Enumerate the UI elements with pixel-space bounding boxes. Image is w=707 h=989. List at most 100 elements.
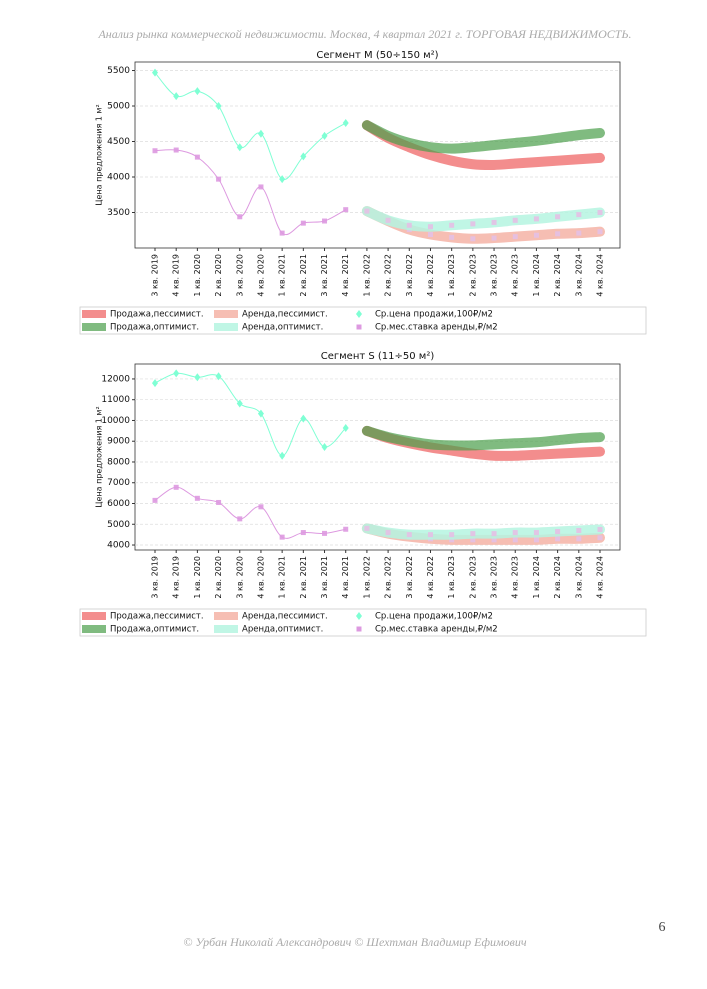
- x-tick-label: 1 кв. 2023: [447, 254, 456, 297]
- chart-title: Сегмент S (11÷50 м²): [321, 351, 435, 362]
- y-tick-label: 9000: [107, 437, 130, 447]
- legend-label: Аренда,пессимист.: [242, 310, 328, 320]
- legend-label: Ср.мес.ставка аренды,₽/м2: [375, 625, 498, 635]
- x-tick-label: 4 кв. 2020: [256, 556, 265, 599]
- legend-label: Продажа,оптимист.: [110, 625, 199, 635]
- marker: [342, 119, 349, 128]
- legend-box: [79, 608, 647, 637]
- marker: [258, 184, 264, 190]
- x-tick-label: 4 кв. 2019: [172, 254, 181, 297]
- legend-box: [79, 306, 647, 335]
- legend-swatch: [82, 310, 106, 318]
- marker: [470, 531, 476, 537]
- x-tick-label: 4 кв. 2021: [341, 556, 350, 599]
- y-tick-label: 12000: [101, 374, 130, 384]
- x-tick-label: 4 кв. 2022: [426, 556, 435, 599]
- marker: [236, 399, 243, 408]
- marker: [597, 535, 603, 541]
- x-tick-label: 2 кв. 2021: [299, 254, 308, 297]
- marker: [279, 175, 286, 184]
- y-tick-label: 4000: [107, 541, 130, 551]
- x-tick-label: 4 кв. 2024: [596, 556, 605, 599]
- marker: [322, 218, 328, 224]
- series-line: [361, 523, 605, 540]
- marker: [491, 235, 497, 241]
- legend-swatch: [356, 310, 362, 318]
- x-tick-label: 3 кв. 2024: [574, 556, 583, 599]
- legend-swatch: [82, 323, 106, 331]
- marker: [173, 147, 179, 153]
- legend-label: Продажа,пессимист.: [110, 612, 204, 622]
- y-tick-label: 5500: [107, 66, 130, 76]
- marker: [576, 527, 582, 533]
- marker: [322, 530, 328, 536]
- marker: [152, 148, 158, 154]
- marker: [449, 537, 455, 543]
- x-tick-label: 3 кв. 2019: [151, 254, 160, 297]
- marker: [343, 526, 349, 532]
- marker: [576, 230, 582, 236]
- marker: [533, 530, 539, 536]
- x-tick-label: 1 кв. 2021: [278, 254, 287, 297]
- marker: [576, 212, 582, 218]
- marker: [555, 231, 561, 237]
- legend-swatch: [356, 324, 362, 330]
- y-tick-label: 8000: [107, 457, 130, 467]
- x-tick-label: 3 кв. 2021: [320, 254, 329, 297]
- marker: [491, 531, 497, 537]
- y-axis-label: Цена предложения 1 м²: [95, 104, 104, 205]
- legend-swatch: [356, 626, 362, 632]
- x-tick-label: 3 кв. 2019: [151, 556, 160, 599]
- marker: [427, 532, 433, 538]
- y-tick-label: 4000: [107, 173, 130, 183]
- legend-swatch: [214, 323, 238, 331]
- marker: [512, 217, 518, 223]
- marker: [555, 529, 561, 535]
- y-tick-label: 5000: [107, 102, 130, 112]
- marker: [237, 516, 243, 522]
- marker: [406, 222, 412, 228]
- legend-label: Аренда,оптимист.: [242, 323, 323, 333]
- marker: [152, 497, 158, 503]
- marker: [555, 214, 561, 220]
- marker: [300, 530, 306, 536]
- x-tick-label: 4 кв. 2024: [596, 254, 605, 297]
- x-tick-label: 4 кв. 2022: [426, 254, 435, 297]
- marker: [343, 207, 349, 213]
- y-axis-label: Цена предложения 1 м²: [95, 406, 104, 507]
- marker: [152, 379, 158, 388]
- marker: [173, 369, 180, 378]
- y-tick-label: 11000: [101, 395, 130, 405]
- series-line: [361, 120, 605, 154]
- marker: [236, 143, 243, 152]
- legend-swatch: [82, 625, 106, 633]
- x-tick-label: 2 кв. 2024: [553, 556, 562, 599]
- x-tick-label: 1 кв. 2024: [532, 556, 541, 599]
- x-tick-label: 2 кв. 2021: [299, 556, 308, 599]
- marker: [427, 232, 433, 238]
- marker: [533, 232, 539, 238]
- series-line: [361, 425, 605, 451]
- marker: [555, 536, 561, 542]
- legend-label: Ср.цена продажи,100₽/м2: [375, 310, 493, 320]
- legend-label: Продажа,оптимист.: [110, 323, 199, 333]
- marker: [597, 210, 603, 216]
- legend-swatch: [214, 625, 238, 633]
- marker: [449, 222, 455, 228]
- y-tick-label: 10000: [101, 416, 130, 426]
- series-line: [154, 486, 347, 539]
- x-tick-label: 2 кв. 2020: [214, 254, 223, 297]
- marker: [406, 532, 412, 538]
- x-tick-label: 3 кв. 2022: [405, 556, 414, 599]
- x-tick-label: 4 кв. 2020: [256, 254, 265, 297]
- x-tick-label: 1 кв. 2021: [278, 556, 287, 599]
- legend-label: Ср.цена продажи,100₽/м2: [375, 612, 493, 622]
- x-tick-label: 2 кв. 2022: [384, 254, 393, 297]
- y-tick-label: 4500: [107, 137, 130, 147]
- x-tick-label: 1 кв. 2022: [362, 254, 371, 297]
- marker: [321, 131, 328, 140]
- x-tick-label: 2 кв. 2020: [214, 556, 223, 599]
- x-tick-label: 2 кв. 2024: [553, 254, 562, 297]
- marker: [512, 537, 518, 543]
- marker: [385, 530, 391, 536]
